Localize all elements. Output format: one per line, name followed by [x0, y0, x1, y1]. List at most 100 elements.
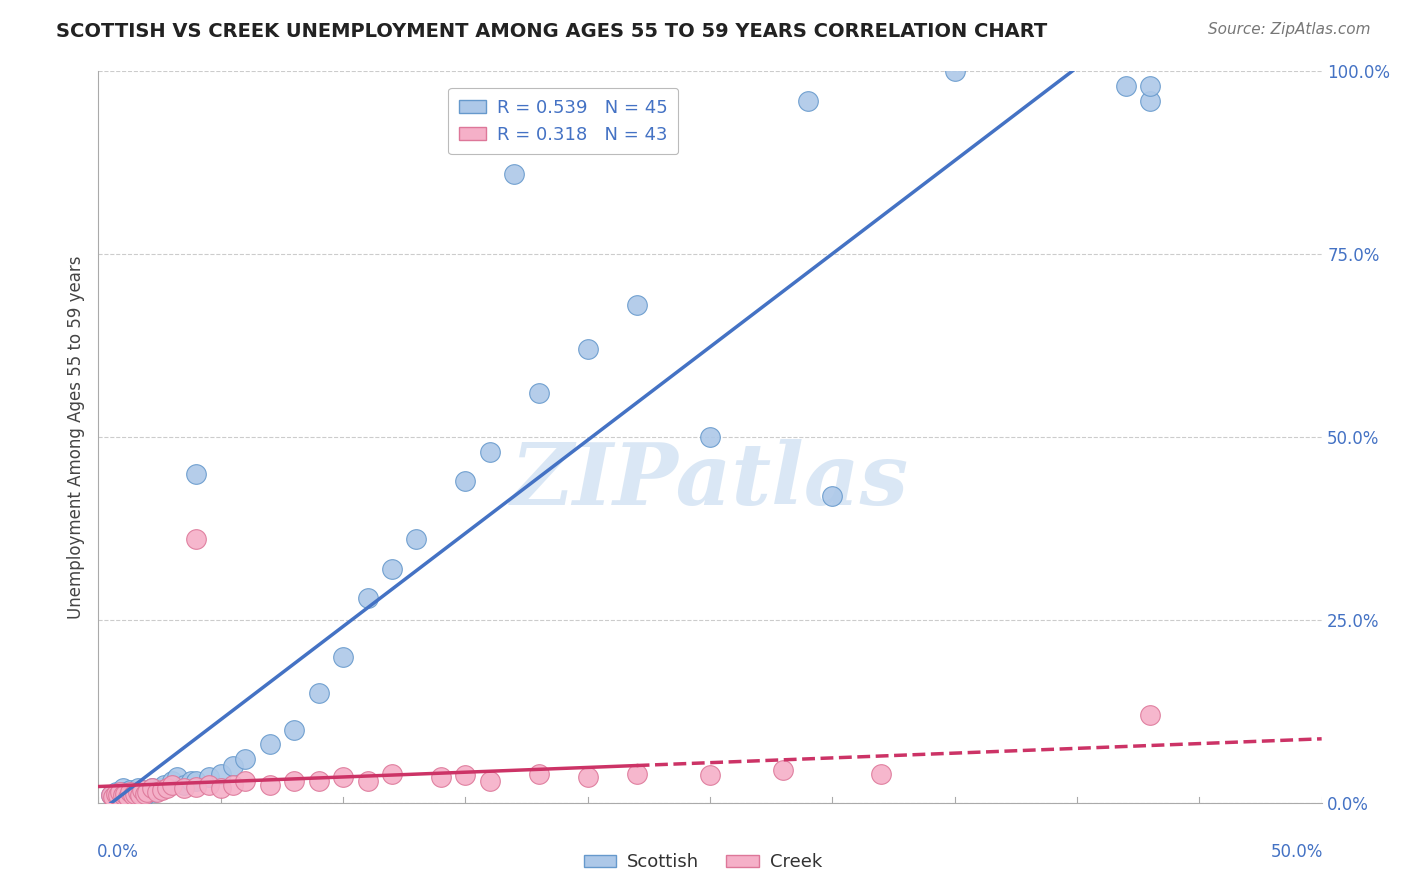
Point [117, 787, 139, 801]
Point [149, 781, 172, 796]
Point [150, 782, 173, 797]
Point [527, 386, 550, 401]
Point [143, 785, 166, 799]
Point [120, 785, 142, 799]
Point [131, 782, 153, 797]
Point [100, 789, 122, 803]
Point [141, 781, 163, 796]
Text: ZIPatlas: ZIPatlas [510, 439, 910, 523]
Point [136, 785, 159, 799]
Point [120, 782, 142, 797]
Point [166, 770, 188, 784]
Point [134, 787, 156, 801]
Point [283, 723, 305, 737]
Point [139, 782, 162, 797]
Point [197, 770, 219, 784]
Point [104, 787, 127, 801]
Point [121, 789, 143, 803]
Point [111, 781, 134, 796]
Point [127, 785, 149, 799]
Point [124, 785, 146, 799]
Point [797, 94, 820, 108]
Point [1139, 78, 1161, 93]
Point [209, 766, 232, 780]
Point [943, 64, 966, 78]
Point [124, 787, 146, 801]
Point [381, 562, 404, 576]
Point [308, 773, 330, 788]
Point [129, 787, 152, 801]
Point [381, 766, 404, 780]
Legend: R = 0.539   N = 45, R = 0.318   N = 43: R = 0.539 N = 45, R = 0.318 N = 43 [449, 87, 679, 154]
Point [146, 785, 169, 799]
Point [222, 759, 245, 773]
Point [173, 777, 195, 792]
Point [114, 787, 136, 801]
Point [127, 781, 149, 796]
Point [134, 789, 156, 803]
Point [131, 782, 153, 797]
Point [209, 781, 232, 796]
Point [233, 773, 256, 788]
Point [173, 781, 195, 796]
Point [576, 343, 599, 357]
Point [821, 489, 844, 503]
Point [626, 766, 648, 780]
Point [699, 768, 721, 782]
Point [180, 773, 202, 788]
Legend: Scottish, Creek: Scottish, Creek [576, 847, 830, 879]
Point [259, 777, 281, 792]
Point [101, 789, 124, 804]
Text: Source: ZipAtlas.com: Source: ZipAtlas.com [1208, 22, 1371, 37]
Point [332, 770, 354, 784]
Point [186, 533, 208, 547]
Point [478, 444, 501, 458]
Point [870, 766, 893, 780]
Point [117, 789, 139, 804]
Text: 0.0%: 0.0% [97, 843, 139, 861]
Point [100, 789, 122, 803]
Point [772, 763, 794, 777]
Point [121, 789, 143, 803]
Point [110, 785, 132, 799]
Point [186, 467, 208, 481]
Point [1139, 708, 1161, 723]
Point [308, 686, 330, 700]
Point [454, 768, 477, 782]
Point [233, 752, 256, 766]
Point [222, 777, 245, 792]
Point [332, 649, 354, 664]
Point [283, 773, 305, 788]
Point [186, 773, 208, 788]
Point [356, 773, 378, 788]
Point [197, 777, 219, 792]
Point [454, 474, 477, 488]
Point [114, 785, 136, 799]
Point [259, 737, 281, 751]
Y-axis label: Unemployment Among Ages 55 to 59 years: Unemployment Among Ages 55 to 59 years [66, 255, 84, 619]
Point [626, 298, 648, 312]
Point [1139, 94, 1161, 108]
Text: SCOTTISH VS CREEK UNEMPLOYMENT AMONG AGES 55 TO 59 YEARS CORRELATION CHART: SCOTTISH VS CREEK UNEMPLOYMENT AMONG AGE… [56, 22, 1047, 41]
Point [104, 785, 127, 799]
Point [129, 789, 152, 803]
Point [405, 533, 427, 547]
Point [1115, 78, 1137, 93]
Point [156, 781, 179, 796]
Point [111, 789, 134, 803]
Point [576, 770, 599, 784]
Point [153, 777, 176, 792]
Point [430, 770, 453, 784]
Point [107, 789, 129, 803]
Point [478, 773, 501, 788]
Point [160, 773, 183, 788]
Point [186, 780, 208, 794]
Point [111, 789, 134, 803]
Point [503, 167, 526, 181]
Point [110, 787, 132, 801]
Text: 50.0%: 50.0% [1271, 843, 1323, 861]
Point [356, 591, 378, 605]
Point [160, 777, 183, 792]
Point [141, 781, 163, 796]
Point [527, 766, 550, 780]
